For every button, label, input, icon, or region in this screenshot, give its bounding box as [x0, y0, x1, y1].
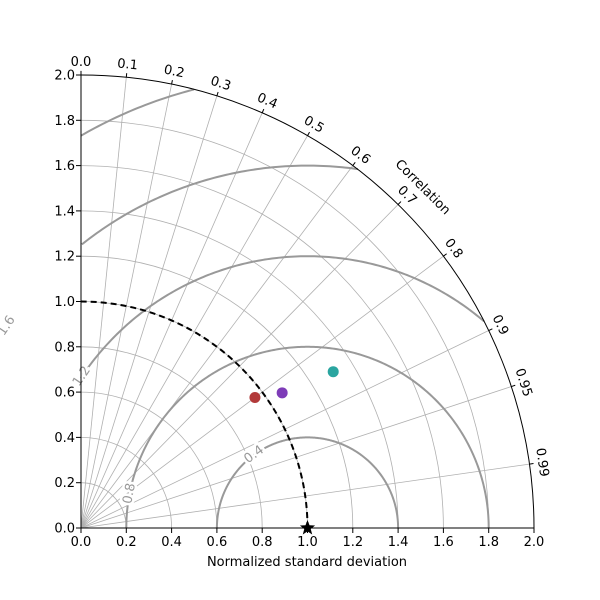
rms-contour — [80, 88, 195, 137]
correlation-tick — [511, 384, 516, 388]
std-grid-arc — [80, 165, 444, 529]
rms-contour-label: 0.8 — [120, 482, 139, 505]
rms-contour — [125, 345, 490, 529]
correlation-tick-label: 0.0 — [71, 55, 92, 70]
x-tick-label: 1.2 — [342, 535, 363, 550]
correlation-tick — [307, 131, 310, 136]
x-tick-label: 1.8 — [478, 535, 499, 550]
rms-contour — [81, 164, 359, 246]
y-tick-label: 1.2 — [54, 250, 75, 265]
x-tick-label: 1.6 — [433, 535, 454, 550]
y-tick-label: 0.6 — [54, 386, 75, 401]
correlation-tick — [443, 253, 447, 257]
rms-contour — [215, 436, 400, 528]
data-point — [276, 387, 288, 399]
correlation-tick — [261, 108, 265, 114]
x-tick-label: 0.6 — [207, 535, 228, 550]
y-tick-label: 1.0 — [54, 295, 75, 310]
rms-contour-label: 1.6 — [0, 313, 19, 339]
reference-std-arc — [80, 300, 309, 529]
correlation-tick-label: 0.4 — [255, 90, 280, 112]
std-grid-arc — [80, 482, 127, 529]
x-tick-label: 1.0 — [297, 535, 318, 550]
x-tick-label: 0.0 — [71, 535, 92, 550]
x-tick-label: 1.4 — [388, 535, 409, 550]
correlation-tick-label: 0.9 — [489, 313, 512, 338]
y-tick-label: 1.4 — [54, 204, 75, 219]
x-axis-label: Normalized standard deviation — [207, 555, 407, 570]
y-tick-label: 0.8 — [54, 340, 75, 355]
correlation-tick — [397, 201, 402, 205]
grid-layer — [80, 77, 530, 529]
std-grid-arc — [80, 119, 490, 529]
x-tick-label: 0.4 — [161, 535, 182, 550]
data-points-layer — [249, 366, 339, 535]
correlation-tick-label: 0.95 — [512, 367, 535, 399]
std-grid-arc — [80, 210, 399, 529]
correlation-tick — [488, 328, 493, 331]
std-grid-arc — [80, 346, 263, 529]
correlation-grid-line — [80, 135, 308, 529]
correlation-tick-label: 0.99 — [532, 447, 551, 478]
correlation-grid-line — [80, 95, 218, 529]
axes-layer: 0.0 0.1 0.20.30.40.50.60.70.80.90.950.990.… — [54, 55, 551, 550]
std-grid-arc — [80, 391, 218, 529]
outer-arc — [80, 74, 535, 529]
rms-contour — [80, 255, 485, 379]
y-tick-label: 0.0 — [54, 522, 75, 537]
y-tick-label: 2.0 — [54, 69, 75, 84]
x-tick-label: 0.2 — [116, 535, 137, 550]
reference-star-marker — [299, 520, 316, 535]
x-tick-label: 2.0 — [524, 535, 545, 550]
y-tick-label: 0.2 — [54, 476, 75, 491]
correlation-tick-label: 0.2 — [162, 63, 185, 82]
data-point — [249, 392, 261, 404]
correlation-tick — [216, 91, 219, 97]
y-tick-label: 0.4 — [54, 431, 75, 446]
y-tick-label: 1.6 — [54, 159, 75, 174]
correlation-tick — [171, 80, 173, 85]
x-tick-label: 0.8 — [252, 535, 273, 550]
correlation-grid-line — [80, 165, 354, 529]
y-tick-label: 1.8 — [54, 114, 75, 129]
std-grid-arc — [80, 255, 354, 529]
correlation-tick — [529, 463, 534, 465]
correlation-tick — [352, 162, 356, 166]
correlation-tick-label: 0.5 — [301, 113, 326, 136]
data-point — [327, 366, 339, 378]
correlation-tick-label: 0.3 — [209, 74, 233, 95]
correlation-tick-label: 0.1 — [117, 56, 139, 73]
